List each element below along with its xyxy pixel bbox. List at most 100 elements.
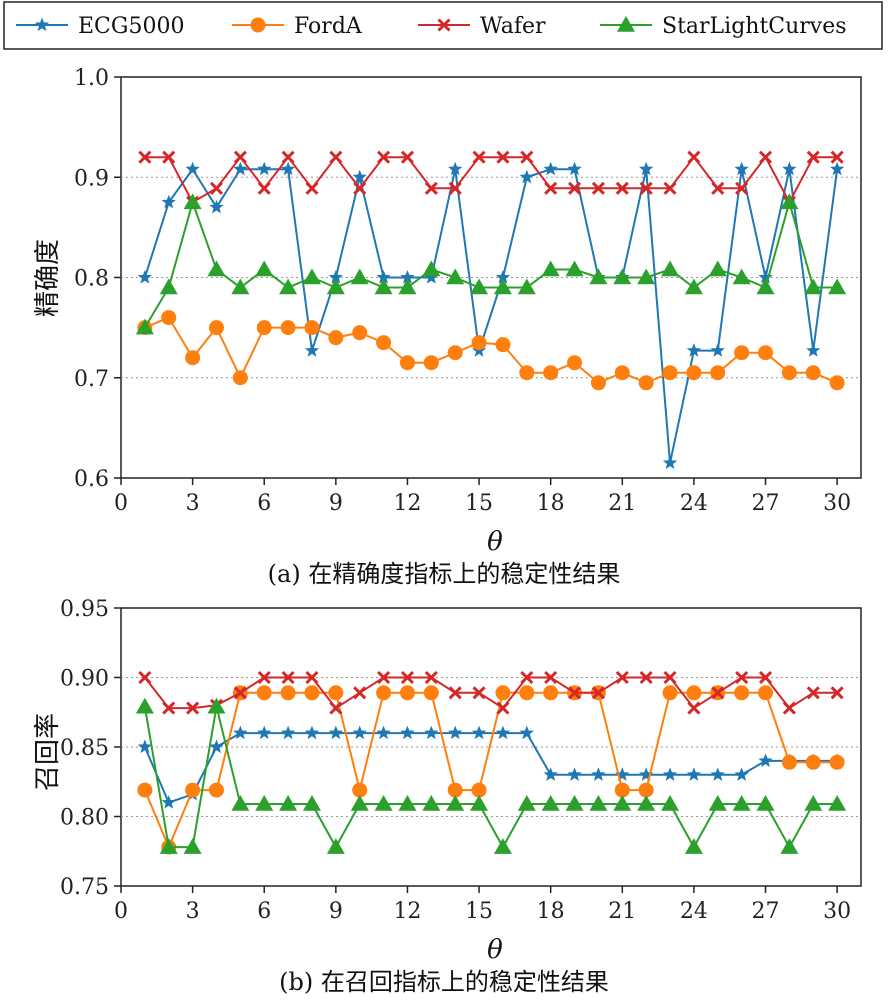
x-tick-label: 27 xyxy=(752,899,780,924)
data-point-forda xyxy=(734,345,750,361)
data-point-ecg5000 xyxy=(519,725,534,740)
data-point-ecg5000 xyxy=(662,767,678,781)
data-point-starlightcurves xyxy=(135,697,154,714)
data-point-wafer xyxy=(353,181,367,195)
data-point-forda xyxy=(543,685,559,701)
data-point-forda xyxy=(781,365,797,381)
series-starlightcurves xyxy=(135,193,847,335)
data-point-starlightcurves xyxy=(804,794,823,811)
data-point-forda xyxy=(567,355,583,371)
data-point-wafer xyxy=(496,150,510,164)
data-point-starlightcurves xyxy=(255,260,274,277)
legend-item-ecg5000: ECG5000 xyxy=(16,14,184,39)
data-point-wafer xyxy=(329,150,343,164)
data-point-starlightcurves xyxy=(541,794,560,811)
data-point-forda xyxy=(758,345,774,361)
data-point-ecg5000 xyxy=(280,725,296,740)
y-tick-label: 0.7 xyxy=(74,367,109,392)
data-point-wafer xyxy=(377,150,391,164)
data-point-wafer xyxy=(472,150,486,164)
data-point-forda xyxy=(376,335,392,351)
x-tick-label: 12 xyxy=(393,899,421,924)
data-point-forda xyxy=(423,685,439,701)
data-point-forda xyxy=(781,754,797,770)
data-point-ecg5000 xyxy=(543,161,558,176)
data-point-starlightcurves xyxy=(422,260,441,277)
data-point-forda xyxy=(734,685,750,701)
data-point-starlightcurves xyxy=(613,268,632,285)
data-point-ecg5000 xyxy=(806,343,821,357)
data-point-starlightcurves xyxy=(708,794,727,811)
data-point-wafer xyxy=(472,686,486,700)
x-tick-label: 0 xyxy=(114,899,128,924)
data-point-wafer xyxy=(448,686,462,700)
data-point-starlightcurves xyxy=(446,794,465,811)
data-point-wafer xyxy=(138,150,152,164)
data-point-forda xyxy=(352,782,368,798)
panel-b: 0 3 6 9 12 15 18 21 24 27 30 0.750.800.850.900.95 … xyxy=(33,597,862,996)
data-point-wafer xyxy=(544,181,558,195)
data-point-wafer xyxy=(615,181,629,195)
data-point-ecg5000 xyxy=(352,169,367,184)
legend-label: StarLightCurves xyxy=(662,14,847,39)
panel-a: 0 3 6 9 12 15 18 21 24 27 30 0.6 0.7 0.8 0.9 1.0 θ 精确度… xyxy=(33,66,862,588)
data-point-ecg5000 xyxy=(567,767,582,781)
data-point-starlightcurves xyxy=(756,278,775,295)
data-point-wafer xyxy=(520,150,534,164)
data-point-wafer xyxy=(281,670,295,685)
data-point-forda xyxy=(590,375,606,391)
data-point-starlightcurves xyxy=(159,838,178,854)
data-point-starlightcurves xyxy=(637,268,656,285)
data-point-ecg5000 xyxy=(400,270,415,284)
data-point-ecg5000 xyxy=(328,725,343,740)
data-point-wafer xyxy=(496,701,510,715)
data-point-forda xyxy=(185,782,201,798)
data-point-ecg5000 xyxy=(662,455,678,470)
data-point-forda xyxy=(304,320,320,336)
data-point-ecg5000 xyxy=(495,270,511,284)
data-point-ecg5000 xyxy=(328,270,343,284)
legend-item-starlightcurves: StarLightCurves xyxy=(600,14,847,39)
legend-label: Wafer xyxy=(480,14,546,39)
x-tick-label: 12 xyxy=(393,491,421,516)
data-point-ecg5000 xyxy=(352,725,367,740)
data-point-starlightcurves xyxy=(589,268,608,285)
series-line-ecg5000 xyxy=(143,168,839,464)
legend-item-wafer: Wafer xyxy=(418,14,546,39)
data-point-forda xyxy=(399,685,415,701)
data-point-forda xyxy=(376,685,392,701)
x-tick-label: 9 xyxy=(329,899,343,924)
x-tick-label: 21 xyxy=(608,491,636,516)
data-point-starlightcurves xyxy=(780,838,799,854)
y-tick-label: 0.8 xyxy=(74,267,109,292)
data-point-forda xyxy=(686,365,702,381)
legend-item-forda: FordA xyxy=(232,14,363,39)
data-point-forda xyxy=(471,782,487,798)
series-line-starlightcurves xyxy=(143,705,838,849)
caption-a: (a) 在精确度指标上的稳定性结果 xyxy=(268,560,621,588)
data-point-ecg5000 xyxy=(209,199,224,214)
data-point-wafer xyxy=(639,670,653,685)
data-point-starlightcurves xyxy=(207,260,226,277)
y-tick-label: 0.9 xyxy=(74,166,109,191)
caption-b: (b) 在召回指标上的稳定性结果 xyxy=(279,968,609,996)
data-point-ecg5000 xyxy=(758,270,773,284)
data-point-starlightcurves xyxy=(565,794,584,811)
data-point-ecg5000 xyxy=(161,194,176,209)
series-line-wafer xyxy=(144,156,838,204)
data-point-starlightcurves xyxy=(255,794,274,811)
x-tick-label: 24 xyxy=(680,899,708,924)
data-point-starlightcurves xyxy=(326,278,345,295)
data-point-ecg5000 xyxy=(830,161,845,176)
data-point-starlightcurves xyxy=(684,278,703,295)
data-point-ecg5000 xyxy=(495,725,511,740)
data-point-forda xyxy=(447,345,463,361)
series-starlightcurves xyxy=(135,697,847,854)
data-point-starlightcurves xyxy=(613,794,632,811)
x-tick-label: 3 xyxy=(186,899,200,924)
data-point-wafer xyxy=(186,701,200,715)
data-point-ecg5000 xyxy=(710,767,725,781)
y-tick-label: 0.6 xyxy=(74,467,109,492)
data-point-forda xyxy=(829,375,845,391)
